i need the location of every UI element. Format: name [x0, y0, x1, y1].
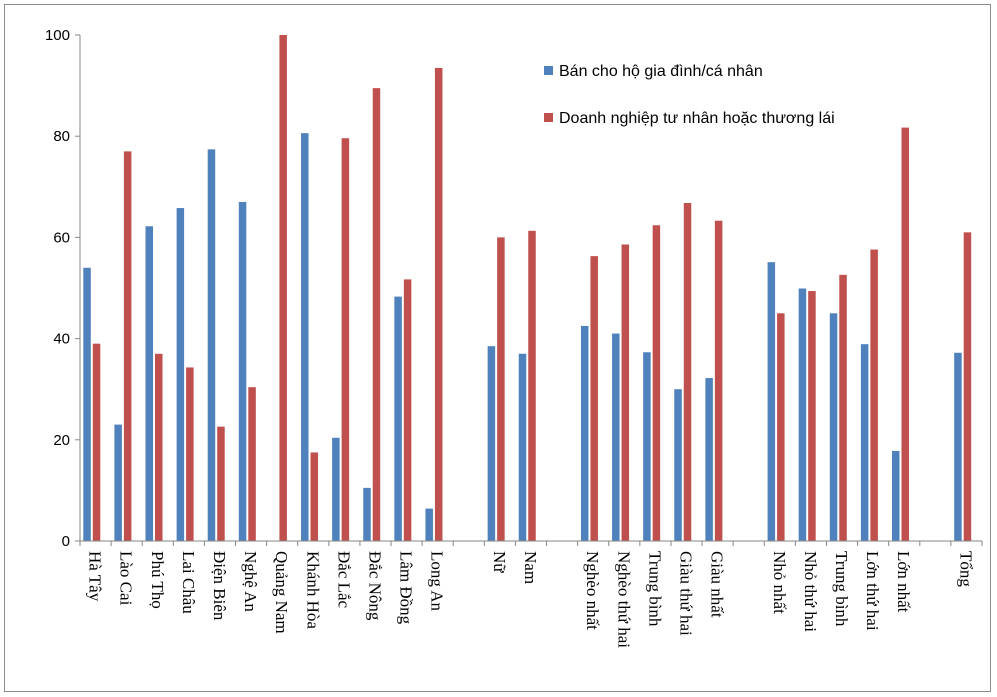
x-category-label: Trung bình: [832, 551, 851, 627]
bar-households: [114, 424, 122, 541]
x-category-label: Trung bình: [645, 551, 664, 627]
x-category-label: Lào Cai: [117, 551, 136, 606]
bar-traders: [186, 367, 194, 541]
bar-households: [612, 333, 620, 541]
bar-traders: [683, 202, 692, 541]
x-category-label: Nam: [521, 551, 540, 584]
bar-households: [394, 296, 402, 541]
bar-traders: [279, 35, 287, 541]
x-category-label: Lớn thứ hai: [863, 551, 882, 631]
bar-households: [425, 508, 433, 541]
x-category-label: Giàu nhất: [708, 551, 727, 618]
bar-traders: [248, 387, 256, 541]
bar-traders: [403, 279, 412, 541]
bar-households: [83, 267, 91, 541]
x-category-label: Lâm Đồng: [397, 551, 416, 625]
bar-traders: [310, 452, 319, 541]
x-category-label: Quảng Nam: [272, 551, 291, 634]
legend-label: Doanh nghiệp tư nhân hoặc thương lái: [559, 110, 835, 127]
bar-traders: [497, 237, 505, 541]
bar-traders: [92, 343, 101, 541]
bar-traders: [777, 313, 785, 541]
y-tick-label: 60: [53, 229, 70, 246]
bar-traders: [434, 67, 443, 541]
bar-traders: [341, 138, 350, 541]
x-category-label: Lai Châu: [179, 551, 198, 614]
legend-swatch: [544, 66, 553, 75]
x-category-label: Nữ: [490, 551, 509, 573]
bar-households: [705, 378, 713, 541]
x-category-label: Nghèo nhất: [583, 551, 602, 630]
bar-traders: [528, 230, 536, 541]
bar-households: [954, 352, 962, 541]
bar-traders: [155, 353, 163, 541]
bar-households: [207, 149, 216, 541]
x-category-label: Long An: [428, 551, 447, 611]
x-category-label: Đắc Lắc: [334, 551, 353, 609]
x-category-label: Phú Thọ: [148, 551, 167, 609]
bar-traders: [808, 291, 816, 541]
x-category-label: Lớn nhất: [894, 551, 913, 613]
y-tick-label: 0: [62, 533, 70, 550]
bar-households: [238, 201, 247, 542]
y-tick-label: 100: [45, 27, 70, 44]
bar-households: [829, 313, 838, 541]
legend-label: Bán cho hộ gia đình/cá nhân: [559, 63, 763, 80]
legend-swatch: [544, 113, 553, 122]
bar-traders: [621, 244, 630, 541]
bar-traders: [123, 151, 132, 541]
bar-households: [580, 325, 589, 541]
x-category-label: Đắc Nông: [365, 551, 384, 621]
bar-households: [176, 208, 185, 541]
bar-households: [363, 487, 371, 541]
bar-households: [301, 133, 309, 541]
bar-traders: [901, 127, 909, 542]
bar-households: [674, 389, 682, 541]
bar-households: [798, 288, 807, 541]
bar-households: [487, 346, 496, 541]
bar-households: [891, 450, 900, 541]
bar-households: [643, 352, 651, 541]
bar-traders: [217, 426, 225, 541]
y-tick-label: 20: [53, 432, 70, 449]
bar-traders: [963, 232, 972, 541]
bar-traders: [590, 256, 598, 541]
bar-households: [332, 437, 340, 541]
bar-households: [767, 262, 776, 541]
x-category-label: Nhỏ nhất: [770, 551, 789, 614]
x-category-label: Điện Biên: [210, 551, 229, 621]
bar-households: [518, 353, 527, 541]
bar-traders: [839, 274, 847, 541]
y-tick-label: 40: [53, 331, 70, 348]
bar-traders: [870, 249, 878, 541]
y-tick-label: 80: [53, 128, 70, 145]
x-category-label: Hà Tây: [86, 551, 105, 602]
x-category-label: Tổng: [956, 551, 975, 587]
bar-traders: [372, 88, 381, 541]
bar-traders: [652, 225, 661, 542]
x-category-label: Khánh Hòa: [303, 551, 322, 629]
x-category-label: Nhỏ thứ hai: [801, 551, 820, 632]
x-category-label: Nghèo thứ hai: [614, 551, 633, 648]
x-category-label: Nghệ An: [241, 551, 260, 612]
x-category-label: Giàu thứ hai: [677, 551, 696, 636]
bar-households: [860, 344, 869, 541]
bar-households: [145, 226, 154, 541]
bar-traders: [714, 220, 723, 541]
